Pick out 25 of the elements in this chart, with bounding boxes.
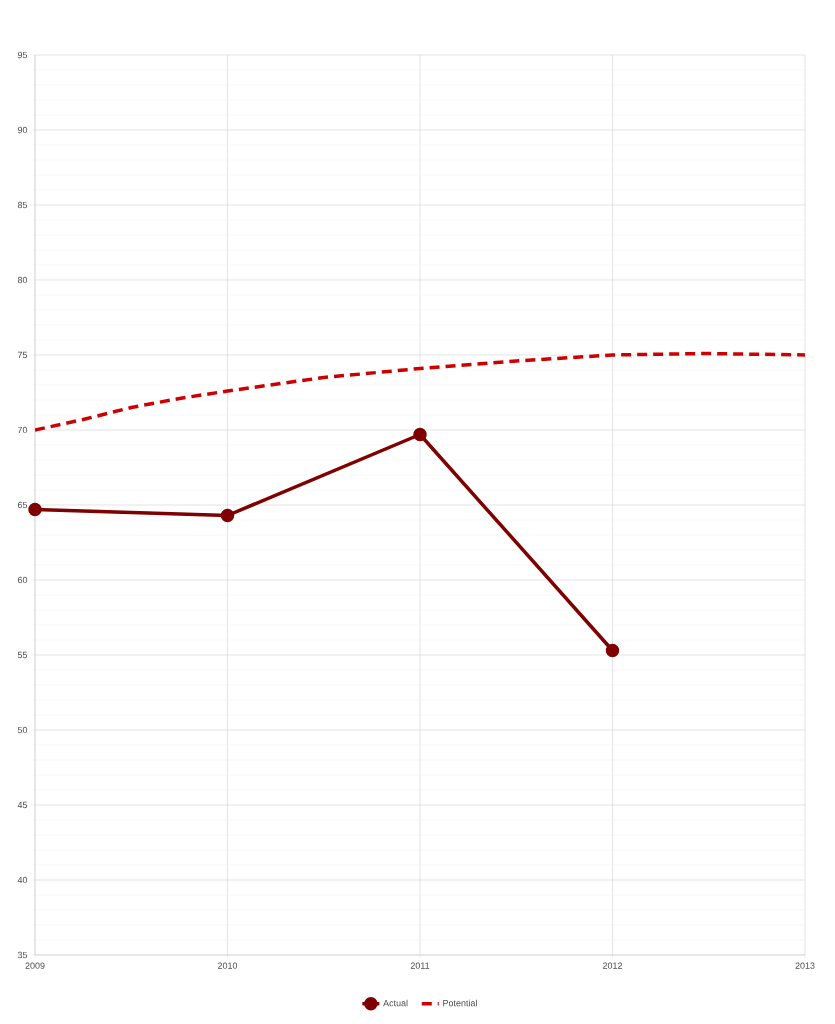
legend-label: Actual (383, 999, 408, 1007)
x-tick-label: 2013 (795, 962, 815, 969)
point (413, 427, 427, 442)
x-tick-label: 2011 (410, 962, 430, 969)
y-tick-label: 50 (17, 726, 28, 734)
legend-label: Potential (443, 999, 477, 1007)
line-series (35, 351, 805, 432)
x-tick-label: 2010 (217, 962, 238, 969)
y-tick-label: 80 (17, 276, 28, 284)
y-tick-label: 55 (17, 651, 28, 659)
y-tick-label: 70 (17, 426, 28, 434)
y-tick-label: 95 (17, 51, 28, 59)
point (605, 643, 620, 658)
y-tick-label: 45 (17, 801, 28, 809)
y-tick-label: 65 (17, 501, 28, 509)
point (220, 508, 235, 523)
y-tick-label: 85 (17, 201, 28, 209)
y-tick-label: 60 (17, 576, 28, 584)
y-tick-label: 40 (17, 876, 28, 884)
point (28, 502, 42, 517)
y-tick-label: 75 (17, 351, 28, 359)
x-tick-label: 2012 (602, 962, 623, 969)
y-tick-label: 35 (17, 951, 28, 959)
x-tick-label: 2009 (25, 962, 45, 969)
y-tick-label: 90 (17, 126, 28, 134)
